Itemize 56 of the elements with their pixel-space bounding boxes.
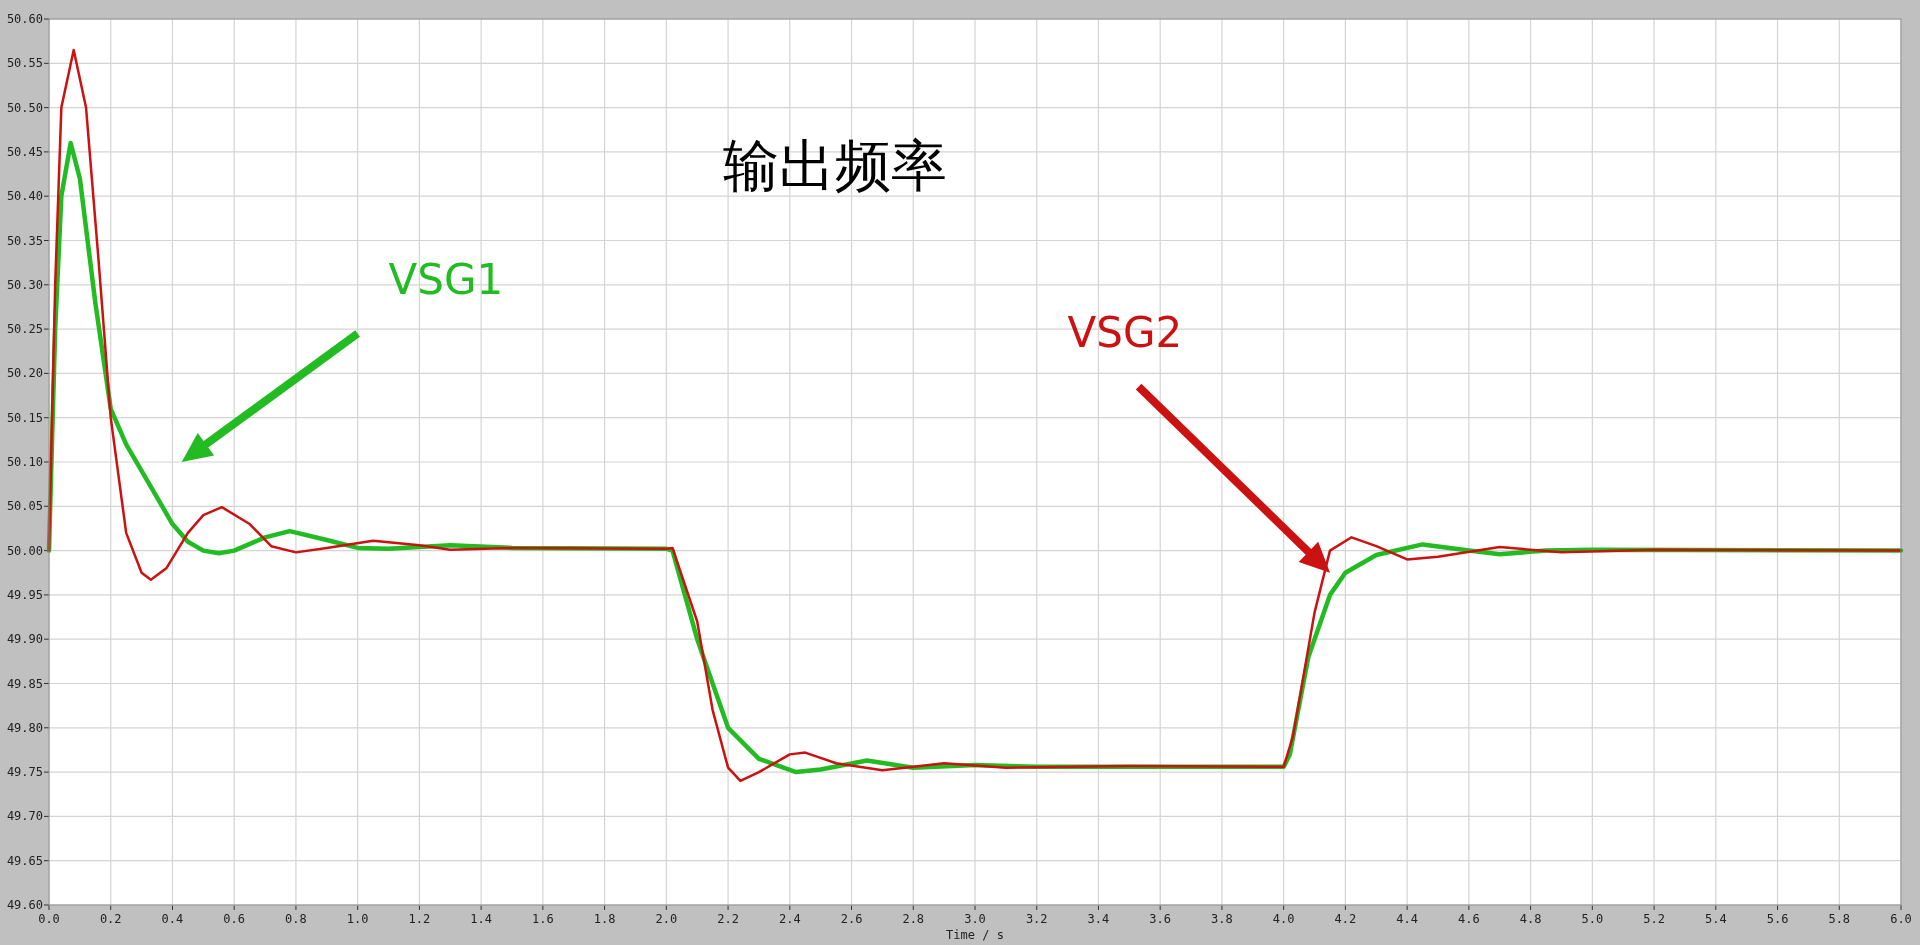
x-tick-label: 1.4 — [470, 912, 492, 926]
y-tick-label: 50.00 — [6, 543, 43, 558]
x-tick-label: 5.6 — [1766, 912, 1789, 926]
x-tick-label: 3.8 — [1211, 912, 1233, 926]
x-tick-label: 4.8 — [1519, 912, 1542, 926]
x-tick-label: 0.4 — [161, 912, 184, 926]
y-tick-label: 50.55 — [6, 56, 43, 71]
x-tick-label: 4.4 — [1396, 912, 1418, 926]
text: VSG1 — [388, 254, 504, 304]
x-tick-label: 5.4 — [1704, 912, 1727, 926]
x-tick-label: 0.0 — [38, 912, 60, 926]
x-tick-label: 1.6 — [532, 912, 554, 926]
y-tick-label: 50.40 — [6, 189, 43, 204]
x-tick-label: 2.2 — [717, 912, 739, 926]
y-tick-label: 50.15 — [6, 410, 43, 425]
x-tick-label: 3.4 — [1087, 912, 1110, 926]
x-tick-label: 0.2 — [99, 912, 122, 926]
y-tick-label: 50.60 — [6, 12, 43, 26]
y-tick-label: 50.05 — [6, 499, 43, 514]
y-tick-label: 50.50 — [6, 100, 43, 115]
x-tick-label: 6.0 — [1890, 912, 1912, 926]
y-tick-label: 50.35 — [6, 233, 43, 248]
y-tick-label: 50.10 — [6, 455, 43, 469]
x-tick-label: 2.6 — [840, 912, 863, 926]
y-tick-label: 49.95 — [6, 587, 43, 602]
y-tick-label: 50.30 — [6, 277, 43, 292]
x-tick-label: 1.8 — [593, 912, 616, 926]
x-tick-label: 3.0 — [964, 912, 986, 926]
y-tick-label: 49.90 — [6, 632, 43, 647]
y-tick-label: 49.80 — [6, 720, 43, 735]
x-tick-label: 4.6 — [1458, 912, 1480, 926]
x-tick-label: 1.0 — [346, 912, 369, 926]
y-tick-label: 49.75 — [6, 765, 43, 780]
x-tick-label: 0.8 — [285, 912, 307, 926]
x-tick-label: 2.4 — [778, 912, 801, 926]
x-axis-title: Time / s — [946, 928, 1004, 942]
text: 输出频率 — [723, 133, 947, 198]
x-tick-label: 2.8 — [902, 912, 925, 926]
x-tick-label: 1.2 — [408, 912, 431, 926]
x-tick-label: 3.6 — [1149, 912, 1172, 926]
x-tick-label: 3.2 — [1025, 912, 1048, 926]
x-tick-label: 2.0 — [655, 912, 678, 926]
x-tick-label: 0.6 — [223, 912, 246, 926]
y-tick-label: 49.65 — [6, 853, 43, 868]
y-tick-label: 50.45 — [6, 144, 43, 159]
x-tick-label: 5.0 — [1581, 912, 1604, 926]
y-tick-label: 49.85 — [6, 676, 43, 691]
x-tick-label: 5.2 — [1643, 912, 1665, 926]
y-tick-label: 49.70 — [6, 809, 43, 824]
x-tick-label: 4.0 — [1272, 912, 1295, 926]
y-tick-label: 50.25 — [6, 322, 43, 337]
x-tick-label: 5.8 — [1828, 912, 1851, 926]
y-tick-label: 49.60 — [6, 898, 43, 912]
text: VSG2 — [1067, 307, 1183, 357]
x-tick-label: 4.2 — [1334, 912, 1357, 926]
y-tick-label: 50.20 — [6, 366, 43, 381]
